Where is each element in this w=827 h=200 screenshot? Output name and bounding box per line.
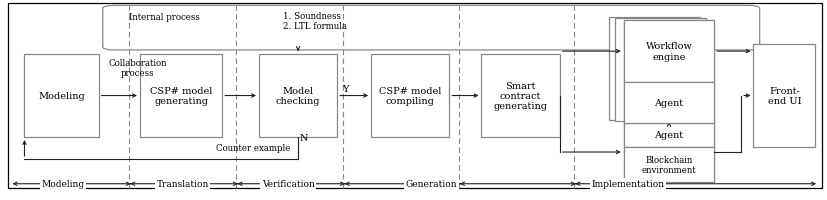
Text: Verification: Verification xyxy=(262,179,314,188)
Bar xyxy=(624,123,715,182)
Text: Blockchain
environment: Blockchain environment xyxy=(642,155,696,174)
Text: CSP# model
generating: CSP# model generating xyxy=(150,86,213,106)
Text: Front-
end UI: Front- end UI xyxy=(767,86,801,106)
Text: Workflow
engine: Workflow engine xyxy=(646,42,692,62)
Text: Generation: Generation xyxy=(406,179,457,188)
Bar xyxy=(615,19,706,122)
Bar xyxy=(624,123,715,148)
Bar xyxy=(481,55,560,137)
Text: 1. Soundness
2. LTL formula: 1. Soundness 2. LTL formula xyxy=(284,11,347,31)
Bar xyxy=(624,21,715,124)
Text: Model
checking: Model checking xyxy=(276,86,320,106)
Bar xyxy=(753,45,815,147)
Text: Implementation: Implementation xyxy=(591,179,664,188)
Text: Counter example: Counter example xyxy=(216,143,290,152)
Text: Translation: Translation xyxy=(156,179,209,188)
Bar xyxy=(25,55,98,137)
Text: Agent: Agent xyxy=(654,99,684,108)
Bar xyxy=(624,148,715,182)
Text: Collaboration
process: Collaboration process xyxy=(108,59,166,78)
Text: Smart
contract
generating: Smart contract generating xyxy=(494,81,547,111)
Bar xyxy=(609,18,700,120)
Text: Internal process: Internal process xyxy=(129,13,200,22)
Text: Y: Y xyxy=(342,85,348,94)
Bar xyxy=(259,55,337,137)
Text: Modeling: Modeling xyxy=(41,179,85,188)
Bar xyxy=(624,21,715,83)
Bar xyxy=(140,55,222,137)
Text: Modeling: Modeling xyxy=(38,92,85,101)
Bar xyxy=(624,83,715,124)
Text: CSP# model
compiling: CSP# model compiling xyxy=(379,86,442,106)
Text: Agent: Agent xyxy=(654,131,684,140)
Text: N: N xyxy=(299,133,308,142)
Bar xyxy=(371,55,449,137)
